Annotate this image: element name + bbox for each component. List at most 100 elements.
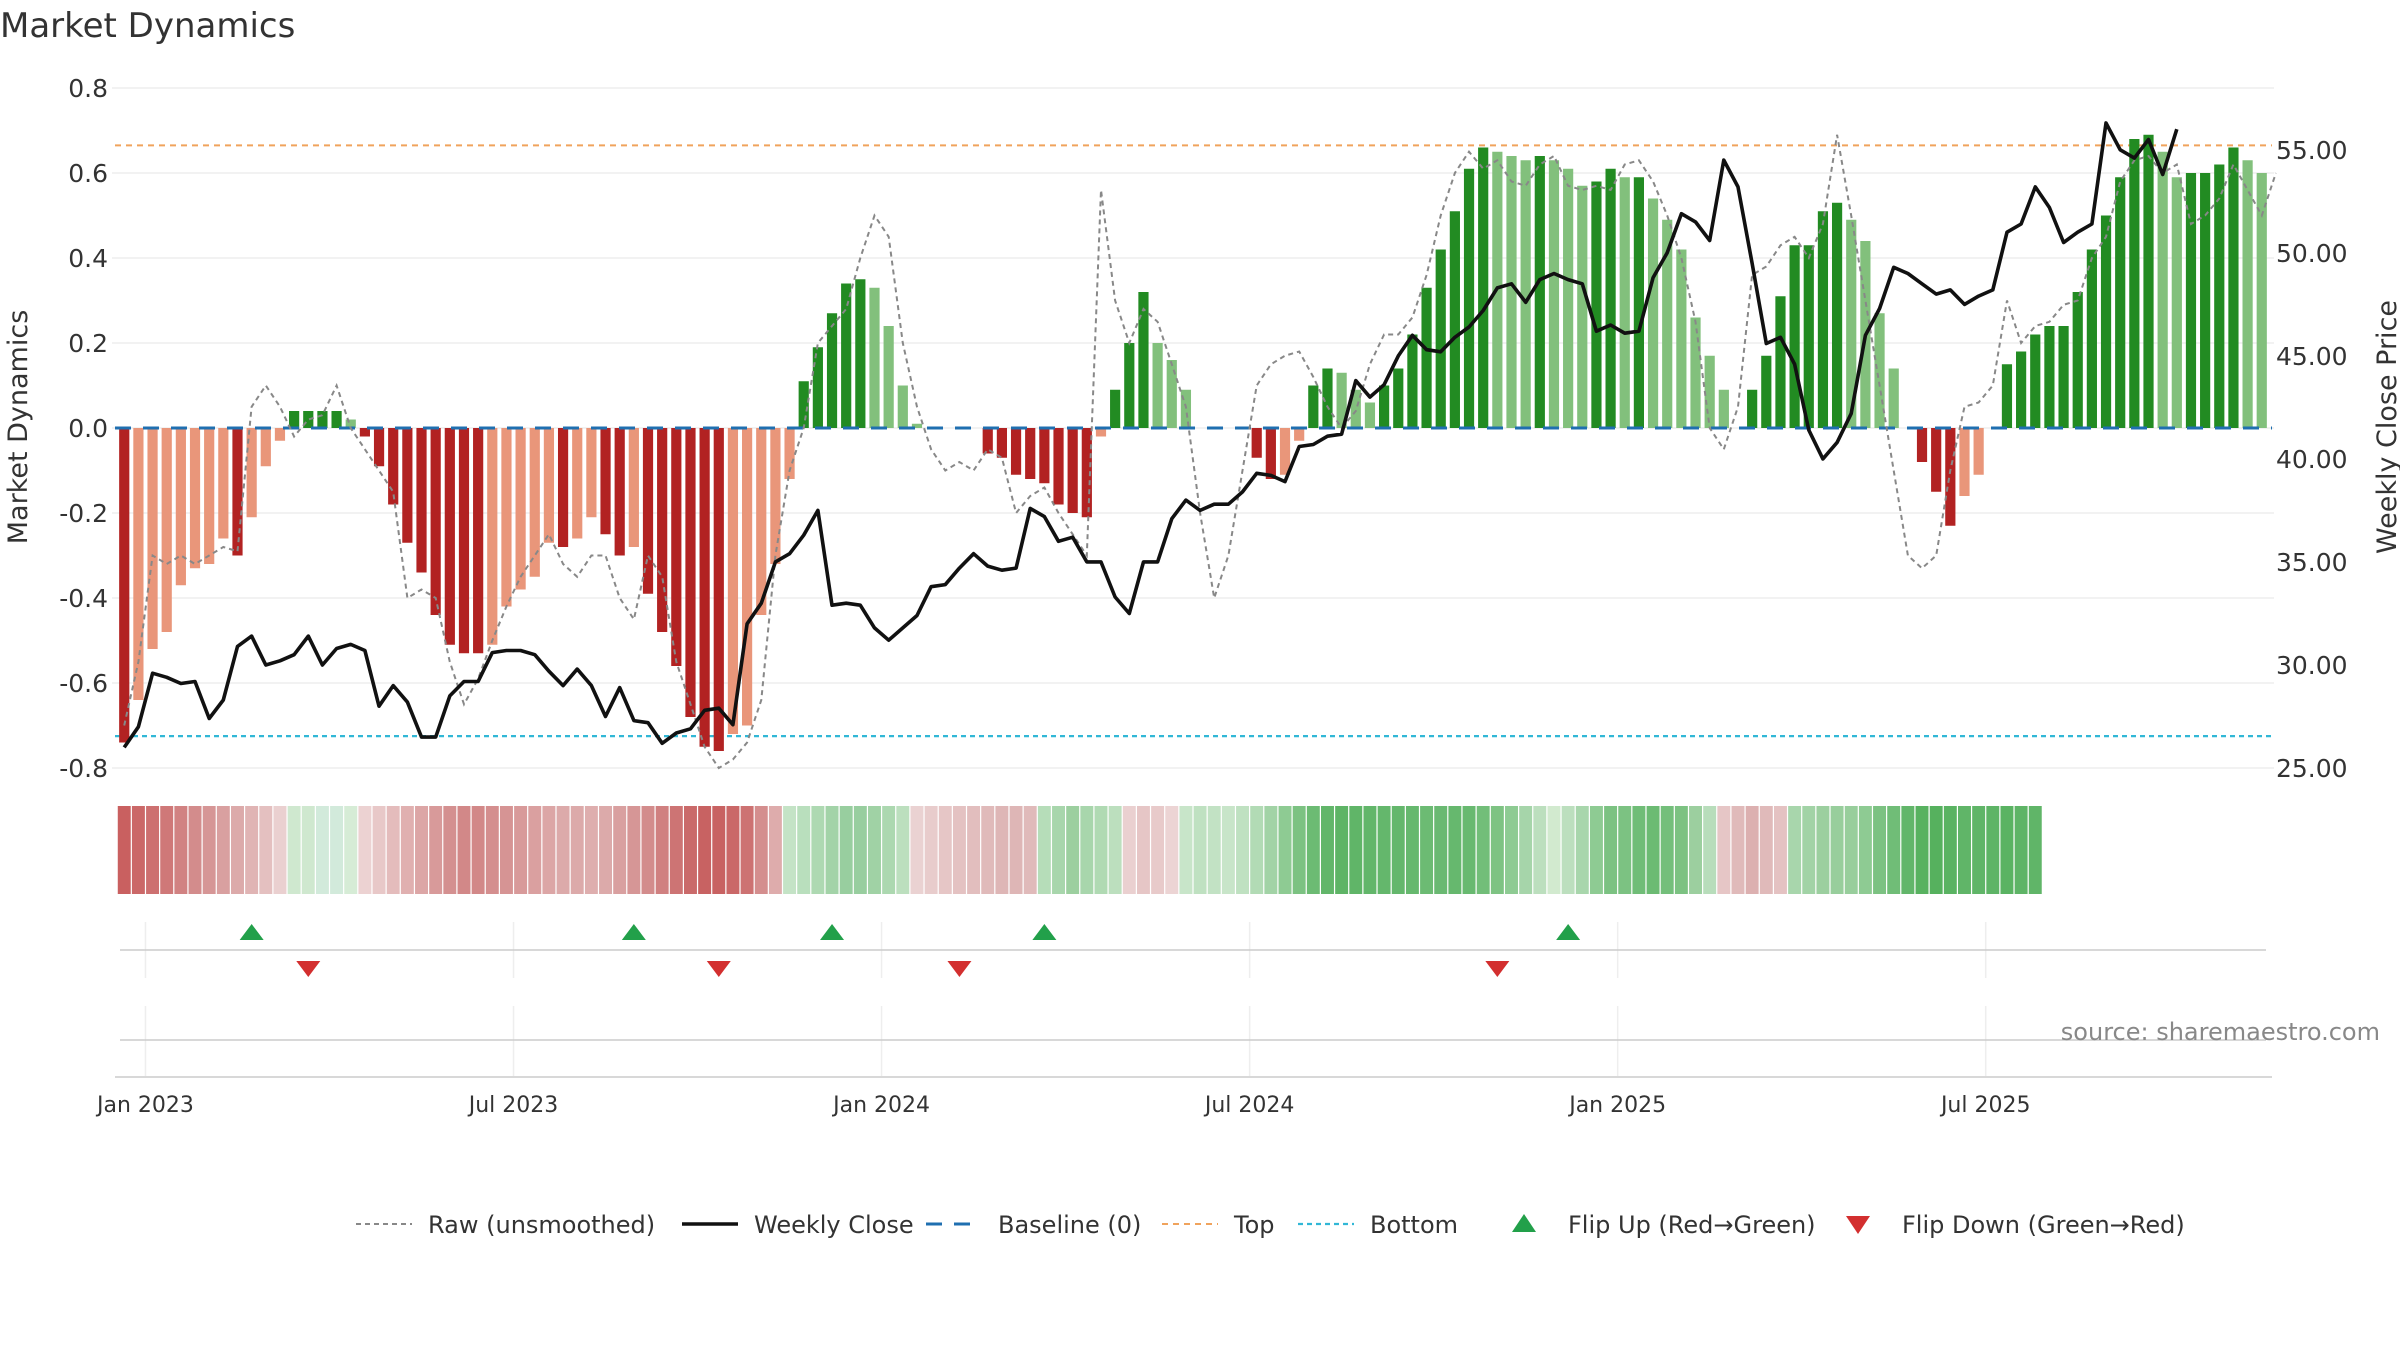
regime-cell [1703, 806, 1717, 894]
dynamics-bar [1180, 389, 1192, 428]
dynamics-bar [1124, 343, 1135, 428]
regime-cell [1080, 806, 1094, 894]
dynamics-bar [982, 428, 993, 454]
dynamics-bar [784, 428, 795, 479]
regime-cell [698, 806, 712, 894]
regime-cell [1009, 806, 1023, 894]
regime-cell [768, 806, 782, 894]
dynamics-bar [487, 428, 498, 645]
dynamics-bar [628, 428, 639, 547]
dynamics-bar [2001, 364, 2013, 428]
regime-cell [1958, 806, 1971, 894]
legend-swatch-flip-down [1846, 1216, 1870, 1234]
dynamics-bar [1251, 428, 1262, 458]
dynamics-bar [430, 428, 441, 615]
dynamics-bar [2256, 173, 2267, 428]
regime-cell [556, 806, 570, 894]
dynamics-bar [2228, 147, 2239, 428]
dynamics-bar [2044, 326, 2055, 428]
regime-cell [1377, 806, 1391, 894]
flip-down-marker [947, 961, 972, 977]
dynamics-bar [218, 428, 229, 539]
regime-cell [882, 806, 896, 894]
regime-cell [1321, 806, 1334, 894]
regime-cell [160, 806, 174, 894]
regime-cell [514, 806, 528, 894]
dynamics-bar [1761, 355, 1772, 428]
regime-cell [400, 806, 414, 894]
regime-cell [499, 806, 513, 894]
regime-cell [839, 806, 853, 894]
regime-cell [1873, 806, 1887, 894]
x-tick-label: Jan 2025 [1567, 1093, 1666, 1118]
dynamics-bar [204, 428, 215, 564]
regime-cell [1066, 806, 1080, 894]
dynamics-bar [1789, 245, 1800, 428]
dynamics-bar [1308, 385, 1319, 428]
dynamics-bar [2030, 334, 2041, 428]
dynamics-bar [1152, 343, 1163, 428]
dynamics-bar [274, 428, 286, 441]
dynamics-bar [1916, 428, 1928, 462]
dynamics-bar [515, 428, 526, 590]
regime-cell [669, 806, 683, 894]
dynamics-bar [1520, 160, 1531, 428]
dynamics-bar [2129, 139, 2140, 428]
regime-cell [641, 806, 655, 894]
dynamics-bar [671, 428, 682, 666]
dynamics-bar [161, 428, 172, 632]
dynamics-bar [600, 428, 611, 535]
dynamics-bar [869, 287, 880, 428]
regime-cell [1745, 806, 1759, 894]
regime-cell [1179, 806, 1193, 894]
regime-cell [1972, 806, 1986, 894]
regime-cell [797, 806, 811, 894]
dynamics-bar [770, 428, 781, 564]
flip-down-marker [296, 961, 321, 977]
dynamics-bar [345, 419, 356, 428]
y-tick-right-label: 45.00 [2276, 342, 2348, 371]
regime-cell [1589, 806, 1603, 894]
regime-cell [415, 806, 428, 894]
dynamics-bar [317, 411, 328, 428]
dynamics-bar [614, 428, 625, 556]
y-tick-right-label: 30.00 [2276, 651, 2348, 680]
regime-cell [896, 806, 910, 894]
chart-title: Market Dynamics [0, 6, 295, 46]
dynamics-bar [1421, 287, 1432, 428]
regime-cell [1632, 806, 1646, 894]
dynamics-bar [246, 428, 257, 518]
regime-cell [1306, 806, 1320, 894]
x-tick-label: Jul 2024 [1203, 1093, 1295, 1118]
dynamics-bar [1747, 389, 1758, 428]
regime-cell [528, 806, 542, 894]
flips-panel [120, 922, 2266, 978]
dynamics-bar [2157, 151, 2168, 428]
regime-cell [1660, 806, 1674, 894]
dynamics-bar [359, 428, 370, 437]
regime-cell [1986, 806, 2000, 894]
dynamics-bar [713, 428, 724, 751]
dynamics-bar [727, 428, 739, 734]
regime-cell [330, 806, 344, 894]
regime-cell [1901, 806, 1915, 894]
dynamics-bar [1081, 428, 1092, 518]
regime-cell [1250, 806, 1264, 894]
regime-cell [273, 806, 287, 894]
dynamics-bar [2058, 326, 2069, 428]
y-tick-right-label: 50.00 [2276, 239, 2348, 268]
dynamics-bar [1463, 168, 1475, 428]
flip-up-marker [1032, 924, 1057, 940]
regime-cell [584, 806, 598, 894]
regime-cell [655, 806, 669, 894]
regime-cell [952, 806, 966, 894]
regime-cell [712, 806, 726, 894]
legend-label: Bottom [1370, 1211, 1458, 1239]
regime-cell [1151, 806, 1165, 894]
regime-cell [344, 806, 358, 894]
dynamics-bar [1336, 372, 1347, 428]
legend: Raw (unsmoothed) Weekly Close Baseline (0)… [356, 1211, 2185, 1239]
regime-cell [1618, 806, 1632, 894]
dynamics-bar [1775, 296, 1786, 428]
x-tick-label: Jan 2023 [95, 1093, 194, 1118]
